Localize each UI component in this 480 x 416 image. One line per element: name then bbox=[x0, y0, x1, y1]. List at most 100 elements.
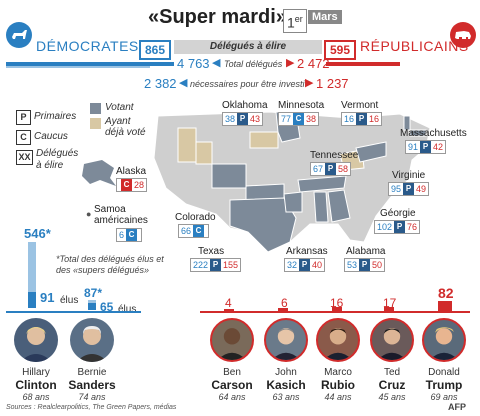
clinton-elus-label: élus bbox=[60, 295, 79, 306]
needed-label: nécessaires pour être investi bbox=[190, 79, 305, 89]
avatar-rubio bbox=[316, 318, 360, 362]
clinton-elus-count: 91 bbox=[40, 290, 55, 305]
carson-bar bbox=[224, 309, 234, 311]
state-name-arkansas: Arkansas bbox=[286, 246, 328, 257]
sanders-elus-bar bbox=[88, 303, 96, 310]
kasich-delegates: 6 bbox=[281, 296, 288, 310]
state-box-minnesota: 77 C 38 bbox=[278, 112, 320, 126]
state-box-massachusetts: 91 P 42 bbox=[405, 140, 447, 154]
cruz-bar bbox=[384, 307, 394, 311]
state-box-alabama: 53 P 50 bbox=[344, 258, 386, 272]
state-massachusetts bbox=[409, 129, 427, 137]
elephant-icon bbox=[450, 22, 476, 48]
state-box-vermont: 16 P 16 bbox=[341, 112, 383, 126]
legend-delegates-key: XX bbox=[16, 150, 33, 165]
candidate-first-clinton: Hillary bbox=[22, 367, 50, 378]
candidate-first-carson: Ben bbox=[223, 367, 241, 378]
sanders-elus-label: élus bbox=[118, 304, 137, 315]
source-note: Sources : Realclearpolitics, The Green P… bbox=[6, 404, 177, 411]
legend-ayant-label-2: déjà voté bbox=[105, 127, 146, 138]
state-name-georgie: Géorgie bbox=[380, 208, 416, 219]
dem-total-bar bbox=[6, 62, 174, 66]
state-name-oklahoma: Oklahoma bbox=[222, 100, 268, 111]
month-badge: Mars bbox=[308, 10, 342, 24]
legend-delegates-label-1: Délégués bbox=[36, 148, 79, 159]
state-box-oklahoma: 38 P 43 bbox=[222, 112, 264, 126]
candidate-last-kasich: Kasich bbox=[266, 378, 306, 392]
elephant-shape bbox=[455, 31, 471, 39]
state-box-tennessee: 67 P 58 bbox=[310, 162, 352, 176]
state-arkansas bbox=[283, 191, 303, 213]
asterisk-note-1: *Total des délégués élus et bbox=[56, 254, 164, 264]
candidate-age-sanders: 74 ans bbox=[78, 392, 106, 402]
candidate-last-rubio: Rubio bbox=[321, 378, 355, 392]
clinton-elus-bar bbox=[28, 292, 36, 308]
avatar-clinton-figure bbox=[20, 327, 52, 362]
candidate-first-trump: Donald bbox=[428, 367, 460, 378]
legend-votant-label: Votant bbox=[105, 102, 134, 113]
state-name-tennessee: Tennessee bbox=[310, 150, 359, 161]
state-box-georgie: 102 P 76 bbox=[374, 220, 421, 234]
arrow-left-icon: ◀ bbox=[212, 57, 221, 69]
state-iowa bbox=[249, 131, 279, 149]
alaska-shape bbox=[82, 160, 116, 186]
candidate-age-carson: 64 ans bbox=[218, 392, 246, 402]
avatar-cruz bbox=[370, 318, 414, 362]
rubio-delegates: 16 bbox=[330, 296, 344, 310]
candidate-first-sanders: Bernie bbox=[77, 367, 107, 378]
trump-delegates: 82 bbox=[438, 285, 454, 301]
dem-total: 4 763 bbox=[177, 56, 210, 71]
dem-delegates-count: 865 bbox=[139, 40, 172, 60]
legend-primary-key: P bbox=[16, 110, 31, 125]
candidate-first-rubio: Marco bbox=[324, 367, 352, 378]
dem-label: DÉMOCRATES bbox=[36, 38, 139, 54]
candidate-first-cruz: Ted bbox=[383, 367, 401, 378]
state-name-colorado: Colorado bbox=[175, 212, 216, 223]
avatar-kasich bbox=[264, 318, 308, 362]
arrow-left-icon: ◀ bbox=[179, 77, 188, 89]
legend-caucus-label: Caucus bbox=[34, 131, 68, 142]
state-nevada bbox=[177, 127, 197, 163]
avatar-carson-figure bbox=[217, 328, 247, 360]
state-name-massachusetts: Massachusetts bbox=[400, 128, 467, 139]
rep-label: RÉPUBLICAINS bbox=[360, 38, 469, 54]
donkey-shape bbox=[12, 30, 27, 39]
rep-needed: 1 237 bbox=[316, 76, 349, 91]
avatar-kasich-figure bbox=[271, 328, 301, 360]
avatar-carson bbox=[210, 318, 254, 362]
avatar-clinton bbox=[14, 318, 58, 362]
trump-bar bbox=[438, 301, 452, 311]
avatar-sanders-figure bbox=[76, 326, 108, 362]
rep-delegates-count: 595 bbox=[324, 40, 357, 60]
state-oklahoma bbox=[245, 183, 285, 201]
donkey-icon bbox=[6, 22, 32, 48]
rep-total: 2 472 bbox=[297, 56, 330, 71]
state-name-vermont: Vermont bbox=[341, 100, 379, 111]
state-colorado bbox=[211, 163, 247, 189]
candidate-last-sanders: Sanders bbox=[68, 378, 116, 392]
candidate-age-trump: 69 ans bbox=[430, 392, 458, 402]
cruz-delegates: 17 bbox=[383, 296, 397, 310]
legend-ayant-label-1: Ayant bbox=[105, 116, 131, 127]
state-name-virginie: Virginie bbox=[392, 170, 426, 181]
candidate-age-cruz: 45 ans bbox=[378, 392, 406, 402]
rep-baseline bbox=[200, 311, 470, 313]
state-name-samoa-1: Samoa bbox=[94, 204, 126, 215]
dem-baseline bbox=[6, 311, 141, 313]
state-box-colorado: 66 C bbox=[178, 224, 210, 238]
candidate-last-cruz: Cruz bbox=[378, 378, 406, 392]
arrow-right-icon: ▶ bbox=[286, 57, 295, 69]
avatar-rubio-figure bbox=[323, 328, 353, 360]
state-georgia bbox=[327, 189, 351, 223]
state-name-alabama: Alabama bbox=[346, 246, 386, 257]
candidate-last-clinton: Clinton bbox=[15, 378, 57, 392]
state-virginia bbox=[355, 141, 387, 163]
rep-total-bar bbox=[326, 62, 400, 66]
date-badge: 1er bbox=[283, 9, 307, 33]
candidate-first-kasich: John bbox=[275, 367, 297, 378]
state-tennessee bbox=[297, 175, 347, 193]
legend-caucus-key: C bbox=[16, 130, 31, 145]
state-alabama bbox=[313, 191, 329, 223]
state-utah bbox=[195, 141, 213, 165]
